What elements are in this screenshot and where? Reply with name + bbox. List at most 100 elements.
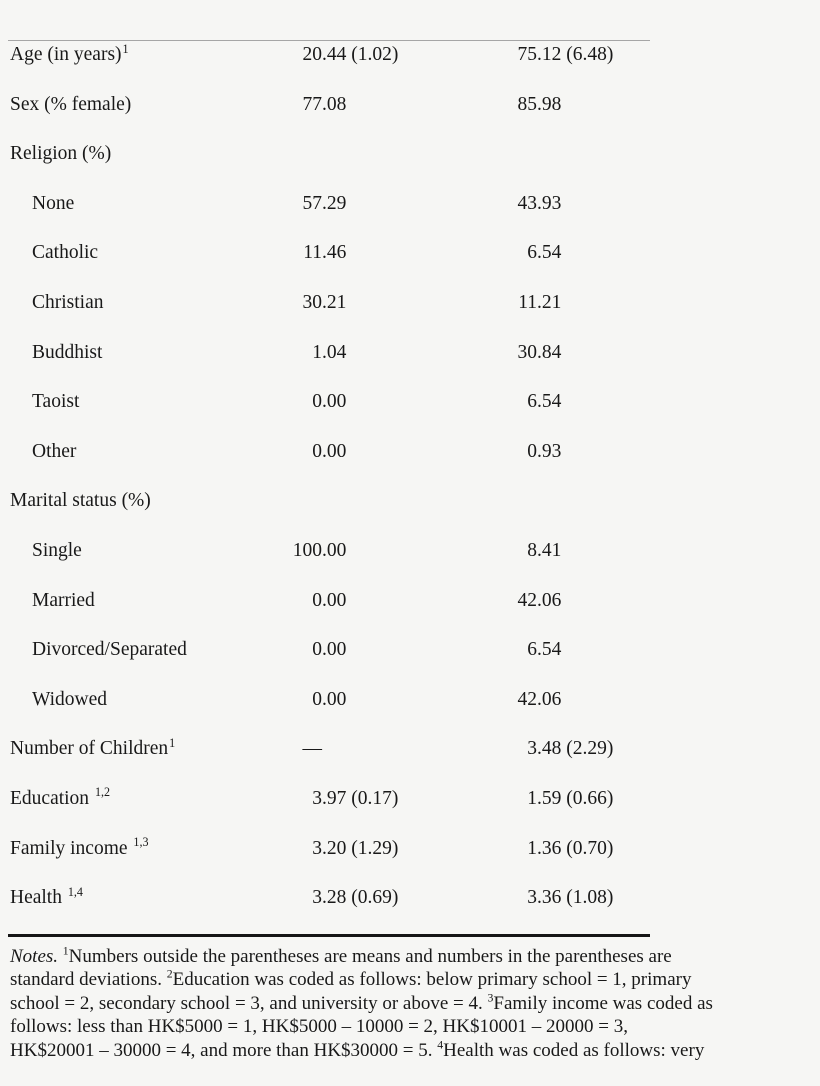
note-line: standard deviations. 2Education was code…	[10, 968, 816, 992]
row-label: Buddhist	[32, 341, 103, 363]
value-integer-part: 77	[302, 93, 323, 115]
value-integer-part: 0	[527, 440, 537, 462]
value-integer-part: 1	[527, 787, 537, 809]
table-row: Christian 30.21 11.21	[0, 289, 820, 339]
notes-block: Notes. 1Numbers outside the parentheses …	[10, 945, 816, 1063]
footnote-marker: 1,4	[67, 884, 83, 899]
group2-value: 1.59 (0.66)	[491, 788, 820, 835]
row-label: Catholic	[32, 242, 99, 264]
row-label: Married	[32, 589, 95, 611]
notes-label: Notes.	[10, 945, 63, 967]
group1-value: 0.00	[276, 391, 491, 438]
group2-value: 6.54	[491, 639, 820, 686]
group2-value: 43.93	[491, 193, 820, 240]
note-text: standard deviations.	[10, 969, 167, 991]
group2-value: 8.41	[491, 540, 820, 587]
value-integer-part: 1	[312, 341, 322, 363]
group2-value	[491, 143, 820, 190]
demographics-table: Age (in years)1 20.44 (1.02) 75.12 (6.48) S…	[0, 41, 820, 934]
value-integer-part: 100	[292, 539, 322, 561]
footnote-marker: 1	[122, 41, 129, 56]
table-row: Widowed 0.00 42.06	[0, 686, 820, 736]
value-integer-part: 11	[303, 242, 322, 264]
value-fraction-part: .93	[537, 440, 562, 462]
row-label: Taoist	[32, 391, 80, 413]
value-integer-part: 42	[517, 589, 538, 611]
value-fraction-part: .08	[322, 93, 347, 115]
value-fraction-part: .93	[537, 192, 562, 214]
footnote-marker: 1,3	[133, 835, 149, 849]
table-row: Religion (%)	[0, 140, 820, 190]
table-row: Marital status (%)	[0, 487, 820, 537]
group2-value: 6.54	[491, 242, 820, 289]
group1-value: 0.00	[276, 590, 491, 637]
value-fraction-part: .00	[322, 589, 347, 611]
table-row: Buddhist 1.04 30.84	[0, 339, 820, 389]
group1-value: 1.04	[276, 342, 491, 389]
row-label: Family income 1,3	[10, 835, 149, 859]
value-integer-part: —	[302, 738, 323, 760]
value-fraction-part: .44 (1.02)	[322, 44, 399, 65]
value-fraction-part: .98	[537, 93, 562, 115]
value-integer-part: 30	[517, 341, 538, 363]
value-fraction-part: .29	[322, 192, 347, 214]
group1-value: 0.00	[276, 689, 491, 736]
group1-value: 11.46	[276, 242, 491, 289]
group1-value: 0.00	[276, 441, 491, 488]
value-integer-part: 11	[518, 291, 537, 313]
group2-value: 85.98	[491, 94, 820, 141]
table-row: Divorced/Separated 0.00 6.54	[0, 636, 820, 686]
table-row: Family income 1,3 3.20 (1.29) 1.36 (0.70)	[0, 835, 820, 885]
group2-value: 0.93	[491, 441, 820, 488]
table-row: Married 0.00 42.06	[0, 587, 820, 637]
footnote-marker: 4	[437, 1038, 444, 1052]
group1-value: 0.00	[276, 639, 491, 686]
value-fraction-part: .59 (0.66)	[537, 787, 614, 809]
note-line: follows: less than HK$5000 = 1, HK$5000 …	[10, 1015, 816, 1039]
value-fraction-part: .46	[322, 242, 347, 264]
footnote-marker: 3	[487, 991, 494, 1005]
table-row: Age (in years)1 20.44 (1.02) 75.12 (6.48)	[0, 41, 820, 91]
value-fraction-part: .97 (0.17)	[322, 787, 399, 809]
row-label: Religion (%)	[10, 143, 112, 165]
note-line: Notes. 1Numbers outside the parentheses …	[10, 945, 816, 969]
value-integer-part: 0	[312, 589, 322, 611]
row-label: Health 1,4	[10, 884, 83, 909]
value-fraction-part: .28 (0.69)	[322, 887, 399, 909]
table-row: None 57.29 43.93	[0, 190, 820, 240]
table-row: Health 1,4 3.28 (0.69) 3.36 (1.08)	[0, 884, 820, 934]
group1-value: —	[276, 738, 491, 785]
value-fraction-part: .36 (1.08)	[537, 887, 614, 909]
value-integer-part: 85	[517, 93, 538, 115]
value-integer-part: 0	[312, 391, 322, 413]
group2-value: 3.36 (1.08)	[491, 887, 820, 934]
value-fraction-part: .54	[537, 242, 562, 264]
group1-value: 100.00	[276, 540, 491, 587]
note-line: school = 2, secondary school = 3, and un…	[10, 992, 816, 1016]
row-label: Education 1,2	[10, 785, 111, 809]
value-fraction-part: .84	[537, 341, 562, 363]
row-label: Sex (% female)	[10, 93, 132, 115]
value-integer-part: 3	[312, 837, 322, 859]
value-integer-part: 57	[302, 192, 323, 214]
value-integer-part: 3	[312, 787, 322, 809]
value-integer-part: 0	[312, 440, 322, 462]
group1-value: 3.20 (1.29)	[276, 838, 491, 885]
value-fraction-part: .00	[322, 539, 347, 561]
table-row: Number of Children1 — 3.48 (2.29)	[0, 735, 820, 785]
footnote-marker: 1	[169, 735, 176, 750]
value-fraction-part: .20 (1.29)	[322, 837, 399, 859]
value-fraction-part: .06	[537, 589, 562, 611]
value-integer-part: 0	[312, 639, 322, 661]
group1-value	[276, 143, 491, 190]
value-fraction-part: .21	[322, 291, 347, 313]
value-integer-part: 6	[527, 391, 537, 413]
value-integer-part: 30	[302, 291, 323, 313]
value-fraction-part: .00	[322, 440, 347, 462]
table-row: Other 0.00 0.93	[0, 438, 820, 488]
row-label: Marital status (%)	[10, 490, 151, 512]
note-text: Numbers outside the parentheses are mean…	[68, 945, 672, 967]
value-fraction-part: .36 (0.70)	[537, 837, 614, 859]
value-fraction-part: .12 (6.48)	[537, 44, 614, 65]
value-fraction-part: .54	[537, 639, 562, 661]
